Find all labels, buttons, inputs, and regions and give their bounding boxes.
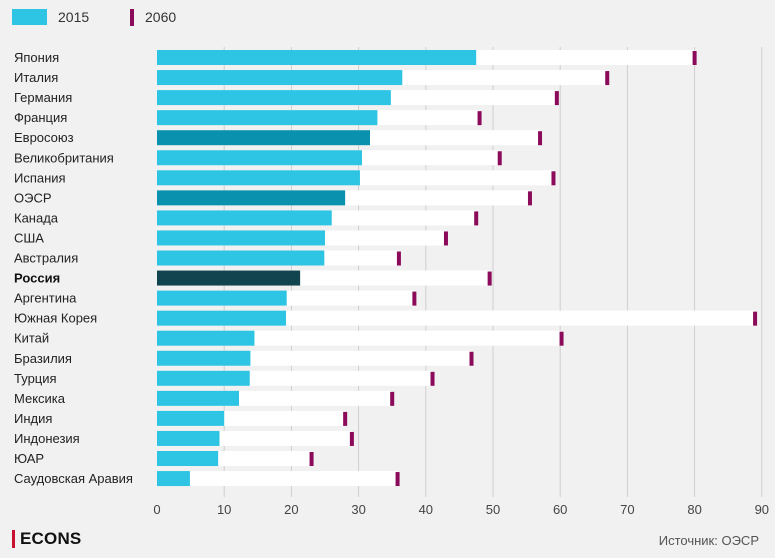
x-tick-label: 90 [755, 502, 769, 517]
category-label: Мексика [14, 391, 66, 406]
bar-2015 [157, 350, 251, 366]
bar-2015 [157, 90, 391, 106]
category-label: Южная Корея [14, 311, 97, 326]
category-label: Франция [14, 110, 67, 125]
marker-2060 [412, 291, 417, 306]
bar-2015 [157, 190, 346, 206]
bar-2015 [157, 471, 190, 487]
category-label: Саудовская Аравия [14, 471, 133, 486]
x-tick-label: 30 [351, 502, 365, 517]
x-tick-label: 70 [620, 502, 634, 517]
legend-swatch-2015 [12, 9, 47, 25]
marker-2060 [343, 411, 348, 426]
bar-2015 [157, 430, 220, 446]
category-label: Евросоюз [14, 130, 74, 145]
bar-2015 [157, 110, 378, 126]
category-label: Италия [14, 70, 58, 85]
bar-2015 [157, 410, 225, 426]
brand-name: ECONS [20, 529, 82, 548]
category-label: Аргентина [14, 291, 77, 306]
bars [157, 50, 758, 487]
marker-2060 [309, 452, 314, 466]
marker-2060 [443, 231, 448, 246]
category-label: Россия [14, 271, 60, 286]
category-label: Индия [14, 411, 52, 426]
marker-2060 [477, 111, 482, 126]
bar-2015 [157, 230, 325, 246]
bar-2015 [157, 150, 362, 166]
x-tick-label: 10 [217, 502, 231, 517]
marker-2060 [692, 51, 697, 65]
brand-logo: ECONS [12, 529, 81, 549]
marker-2060 [551, 171, 556, 186]
marker-2060 [396, 251, 401, 266]
marker-2060 [430, 371, 435, 386]
legend-label-2015: 2015 [58, 9, 89, 25]
category-label: США [14, 230, 44, 245]
bar-2015 [157, 270, 301, 286]
x-tick-label: 60 [553, 502, 567, 517]
category-label: Германия [14, 90, 72, 105]
bar-track [157, 330, 562, 346]
bar-2015 [157, 50, 477, 65]
x-axis-ticks: 0 10 20 30 40 50 60 70 80 90 [153, 502, 769, 517]
category-label: Турция [14, 371, 57, 386]
category-label: ЮАР [14, 451, 44, 466]
marker-2060 [497, 151, 502, 166]
bar-2015 [157, 250, 325, 266]
category-label: Япония [14, 50, 59, 65]
category-label: ОЭСР [14, 190, 52, 205]
x-tick-label: 40 [419, 502, 433, 517]
marker-2060 [469, 351, 474, 366]
category-label: Бразилия [14, 351, 72, 366]
bar-2015 [157, 451, 219, 466]
marker-2060 [527, 191, 532, 206]
bar-track [157, 310, 756, 326]
bar-2015 [157, 130, 371, 146]
marker-2060 [395, 472, 400, 487]
bar-2015 [157, 210, 332, 226]
source-note: Источник: ОЭСР [658, 533, 759, 548]
x-tick-label: 80 [687, 502, 701, 517]
x-tick-label: 20 [284, 502, 298, 517]
x-tick-label: 0 [153, 502, 160, 517]
marker-2060 [554, 91, 559, 106]
bar-2015 [157, 330, 255, 346]
marker-2060 [605, 71, 610, 86]
category-label: Великобритания [14, 150, 114, 165]
bar-2015 [157, 390, 239, 406]
category-label: Канада [14, 210, 59, 225]
category-label: Австралия [14, 251, 78, 266]
brand-mark [12, 530, 15, 548]
legend: 2015 2060 [12, 9, 176, 26]
marker-2060 [474, 211, 479, 226]
bar-2015 [157, 370, 250, 386]
legend-label-2060: 2060 [145, 9, 176, 25]
bar-2015 [157, 170, 360, 186]
bar-2015 [157, 310, 287, 326]
legend-swatch-2060 [130, 9, 134, 26]
marker-2060 [487, 271, 492, 286]
marker-2060 [349, 431, 354, 446]
marker-2060 [753, 311, 758, 326]
category-label: Индонезия [14, 431, 80, 446]
bar-track [157, 471, 398, 487]
category-label: Испания [14, 170, 66, 185]
bar-2015 [157, 290, 287, 306]
marker-2060 [538, 131, 543, 146]
x-tick-label: 50 [486, 502, 500, 517]
marker-2060 [390, 391, 395, 406]
bar-2015 [157, 70, 403, 86]
category-labels: Япония Италия Германия Франция Евросоюз Велик… [14, 50, 133, 486]
category-label: Китай [14, 331, 49, 346]
marker-2060 [559, 331, 564, 346]
